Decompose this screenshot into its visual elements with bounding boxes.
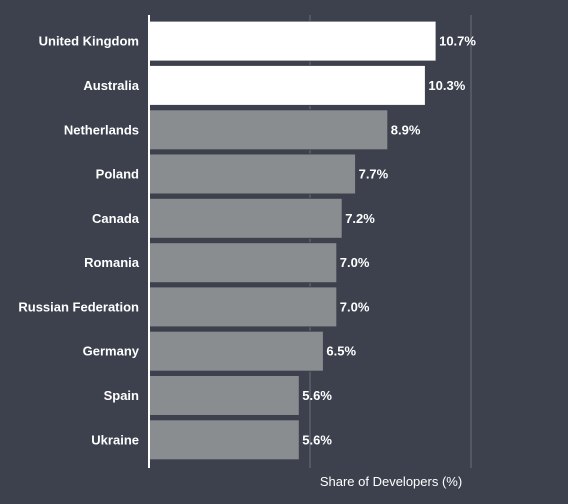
category-label: United Kingdom xyxy=(39,34,139,49)
bar-netherlands xyxy=(148,109,389,151)
value-label: 5.6% xyxy=(302,432,332,447)
category-label: Russian Federation xyxy=(18,299,139,314)
category-label: Romania xyxy=(84,255,140,270)
bar-russian-federation xyxy=(148,286,338,328)
bars xyxy=(148,20,437,461)
category-label: Netherlands xyxy=(64,122,139,137)
labels: United Kingdom 10.7% Australia 10.3% Netherl… xyxy=(18,34,476,448)
category-label: Germany xyxy=(83,344,140,359)
bar-united-kingdom xyxy=(148,20,437,62)
value-label: 10.3% xyxy=(428,78,465,93)
x-axis-label: Share of Developers (%) xyxy=(320,474,462,489)
category-label: Canada xyxy=(92,211,140,226)
bar-spain xyxy=(148,375,300,416)
value-label: 5.6% xyxy=(302,388,332,403)
value-label: 7.2% xyxy=(345,211,375,226)
value-label: 7.0% xyxy=(340,255,370,270)
category-label: Poland xyxy=(96,167,139,182)
category-label: Ukraine xyxy=(91,432,139,447)
bar-germany xyxy=(148,330,324,372)
category-label: Spain xyxy=(104,388,139,403)
value-label: 6.5% xyxy=(326,344,356,359)
bar-ukraine xyxy=(148,419,300,461)
value-label: 7.0% xyxy=(340,299,370,314)
bar-romania xyxy=(148,242,338,284)
value-label: 7.7% xyxy=(359,167,389,182)
bar-canada xyxy=(148,197,343,239)
value-label: 8.9% xyxy=(391,122,421,137)
value-label: 10.7% xyxy=(439,34,476,49)
bar-australia xyxy=(148,64,426,106)
bar-poland xyxy=(148,153,357,195)
category-label: Australia xyxy=(83,78,139,93)
